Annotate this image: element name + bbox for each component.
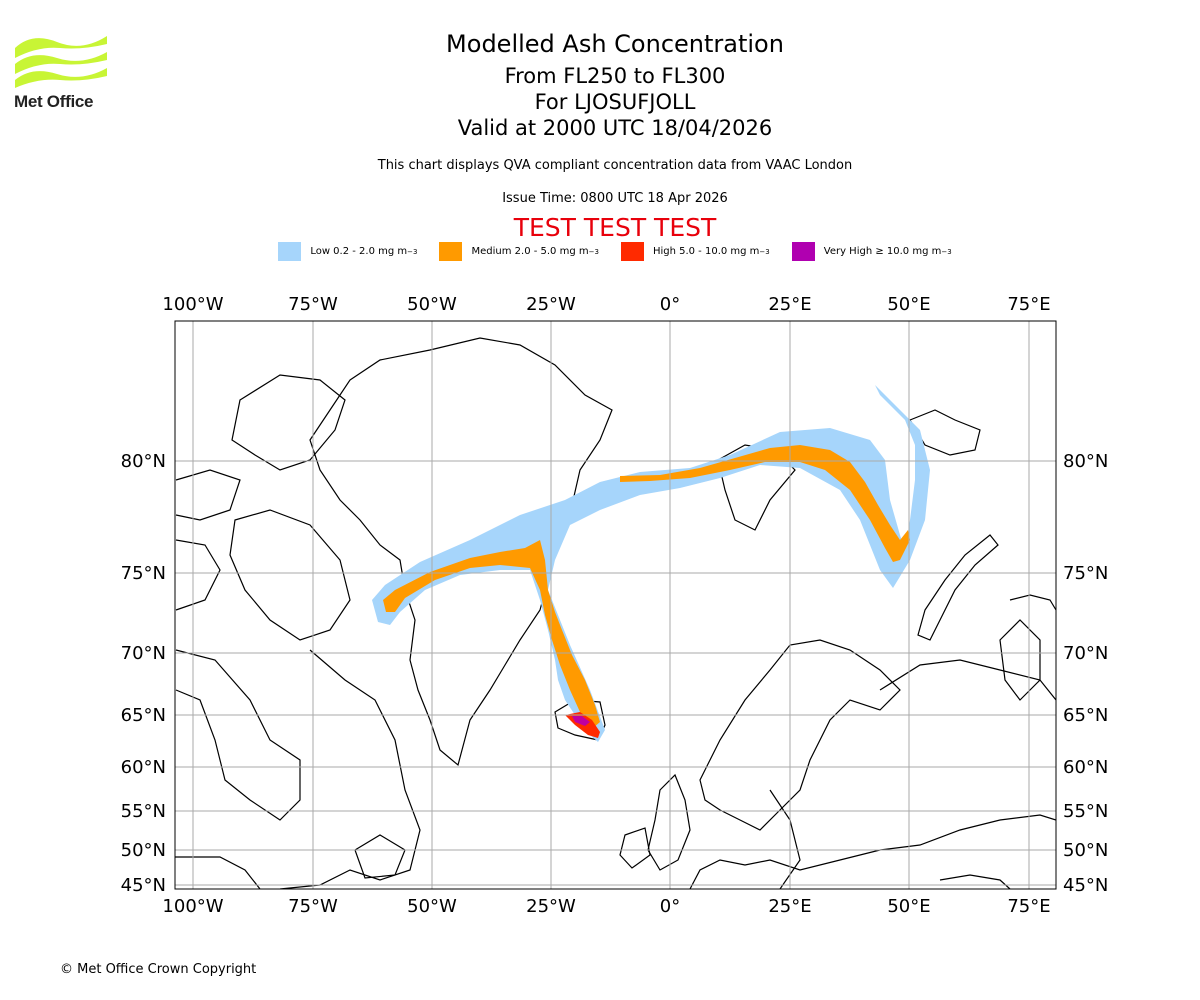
coast-kola-russia (879, 659, 1056, 701)
coast-europe (689, 814, 1056, 889)
coast-labrador (279, 649, 421, 889)
lon-label: 50°E (887, 294, 930, 315)
lon-label: 75°W (288, 896, 338, 917)
lon-label: 50°E (887, 896, 930, 917)
legend-swatch-high (620, 242, 644, 261)
legend-unit-sup: −3 (588, 247, 599, 256)
lat-label: 80°N (121, 451, 166, 472)
coast-yamal (999, 619, 1041, 701)
map-frame (174, 320, 1057, 890)
lat-label: 55°N (121, 801, 166, 822)
volcano-name: For LJOSUFJOLL (534, 90, 696, 114)
lon-label: 25°E (768, 294, 811, 315)
ash-very-high-layer (572, 716, 590, 726)
legend-swatch-low (278, 242, 302, 261)
legend-unit-sup: −3 (407, 247, 418, 256)
met-office-logo-icon (15, 36, 107, 88)
lat-label: 60°N (121, 757, 166, 778)
legend-item-low: Low 0.2 - 2.0 mg m −3 (278, 242, 417, 261)
lon-labels-bottom: 100°W 75°W 50°W 25°W 0° 25°E 50°E 75°E (162, 896, 1050, 917)
gridlines (175, 321, 1056, 889)
lat-label: 45°N (1063, 875, 1108, 896)
coast-arctic-archipelago (175, 469, 241, 521)
coast-ellesmere (231, 374, 346, 471)
legend-item-very-high: Very High ≥ 10.0 mg m −3 (791, 242, 952, 261)
lat-label: 70°N (1063, 643, 1108, 664)
lon-label: 50°W (407, 896, 457, 917)
lon-label: 25°W (526, 294, 576, 315)
coast-greenland (309, 337, 613, 767)
lon-labels-top: 100°W 75°W 50°W 25°W 0° 25°E 50°E 75°E (162, 294, 1050, 315)
legend-swatch-very-high (791, 242, 815, 261)
legend-label-very-high: Very High ≥ 10.0 mg m (823, 246, 942, 257)
lat-label: 65°N (1063, 705, 1108, 726)
lat-labels-left: 80°N 75°N 70°N 65°N 60°N 55°N 50°N 45°N (121, 451, 166, 896)
issue-time: Issue Time: 0800 UTC 18 Apr 2026 (502, 191, 728, 206)
lat-label: 80°N (1063, 451, 1108, 472)
lat-label: 45°N (121, 875, 166, 896)
coast-scandinavia (699, 639, 901, 831)
legend-unit-sup: −3 (759, 247, 770, 256)
legend-unit-sup: −3 (941, 247, 952, 256)
lat-label: 55°N (1063, 801, 1108, 822)
lon-label: 100°W (162, 294, 223, 315)
ash-medium-plume (383, 540, 600, 728)
coast-victoria (175, 539, 221, 611)
lat-label: 60°N (1063, 757, 1108, 778)
lat-label: 75°N (1063, 563, 1108, 584)
lat-label: 50°N (1063, 840, 1108, 861)
lon-label: 75°W (288, 294, 338, 315)
coast-baffin (229, 509, 351, 641)
lon-label: 25°E (768, 896, 811, 917)
source-note: This chart displays QVA compliant concen… (377, 158, 853, 173)
coast-hudson-bay (175, 649, 301, 821)
legend-swatch-medium (439, 242, 463, 261)
lon-label: 25°W (526, 896, 576, 917)
ash-medium-band (620, 445, 910, 562)
legend-label-high: High 5.0 - 10.0 mg m (652, 246, 760, 257)
lon-label: 0° (660, 896, 680, 917)
legend-label-medium: Medium 2.0 - 5.0 mg m (471, 246, 589, 257)
lon-label: 100°W (162, 896, 223, 917)
lat-label: 50°N (121, 840, 166, 861)
coast-franz-josef (909, 409, 981, 456)
flight-levels: From FL250 to FL300 (504, 64, 726, 88)
lat-label: 70°N (121, 643, 166, 664)
lon-label: 75°E (1007, 896, 1050, 917)
legend: Low 0.2 - 2.0 mg m −3 Medium 2.0 - 5.0 mg… (0, 242, 1200, 261)
lat-labels-right: 80°N 75°N 70°N 65°N 60°N 55°N 50°N 45°N (1063, 451, 1108, 896)
test-banner: TEST TEST TEST (513, 213, 717, 242)
coastlines (175, 337, 1056, 889)
lat-label: 75°N (121, 563, 166, 584)
ash-very-high-plume (572, 716, 590, 726)
coast-us-border (175, 856, 261, 889)
copyright-notice: © Met Office Crown Copyright (60, 962, 257, 977)
legend-item-high: High 5.0 - 10.0 mg m −3 (620, 242, 770, 261)
coast-newfoundland (354, 834, 406, 879)
coast-black-sea (939, 874, 1011, 889)
coast-siberia (1009, 594, 1056, 611)
lat-label: 65°N (121, 705, 166, 726)
ash-medium-layer (383, 445, 910, 728)
lon-label: 75°E (1007, 294, 1050, 315)
legend-item-medium: Medium 2.0 - 5.0 mg m −3 (439, 242, 599, 261)
lon-label: 0° (660, 294, 680, 315)
legend-label-low: Low 0.2 - 2.0 mg m (310, 246, 408, 257)
coast-britain (647, 773, 691, 871)
met-office-wordmark: Met Office (14, 92, 94, 111)
coast-novaya-zemlya (917, 534, 999, 641)
valid-time: Valid at 2000 UTC 18/04/2026 (457, 116, 773, 140)
coast-ireland (619, 827, 651, 869)
lon-label: 50°W (407, 294, 457, 315)
chart-title: Modelled Ash Concentration (446, 30, 784, 58)
